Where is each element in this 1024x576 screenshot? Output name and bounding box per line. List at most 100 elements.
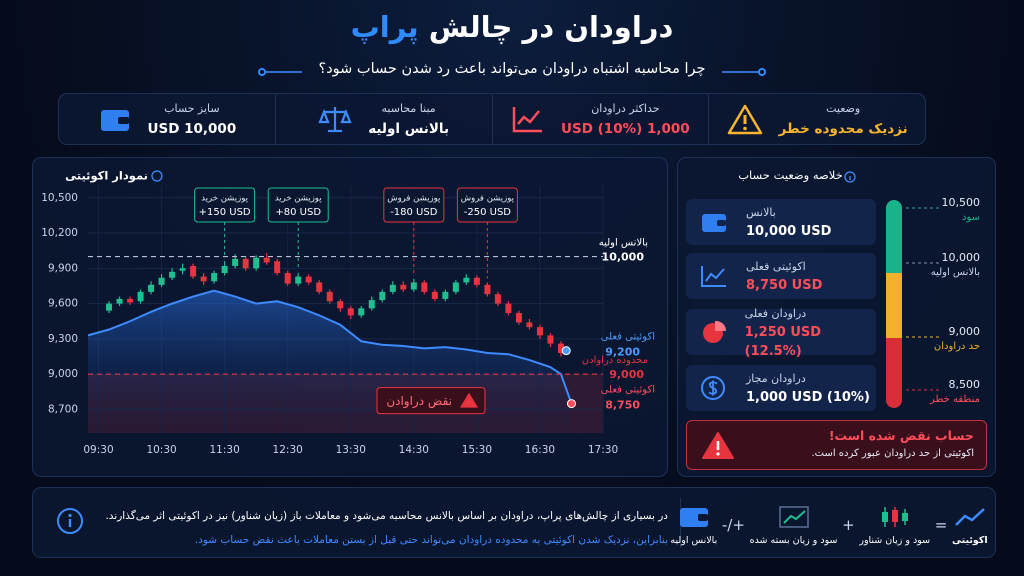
formula-item: سود و زیان شناور [859,505,930,546]
gauge-label: 10,500 سود [942,195,981,225]
x-tick-label: 17:30 [588,444,618,456]
info-icon [57,508,83,534]
icon [881,506,908,527]
icon-warning [727,104,762,135]
trade-label: پوزیشن خرید [275,194,322,204]
footer-panel [32,487,996,558]
marker-value: 8,750 [605,399,640,412]
candle-body [389,284,396,292]
stat-value: بالانس اولیه [368,121,450,137]
candle-body [190,265,197,277]
trade-value: -250 USD [464,207,512,218]
candle-body [263,257,270,263]
stat: حداکثر دراودان 1,000 USD (10%) [491,94,709,144]
y-tick-label: 9,600 [48,298,78,310]
gauge [886,200,942,408]
formula-operator: +/- [721,516,745,534]
candle-body [515,313,522,323]
icon-wallet [702,214,726,232]
trade-box [194,187,256,223]
trade-label: پوزیشن فروش [387,194,441,204]
candle-body [253,257,260,269]
gauge-label: 10,000 بالانس اولیه [931,250,980,280]
stat-value: 10,000 USD [147,121,237,137]
gauge-label: 8,500 منطقه خطر [930,377,980,407]
y-tick-label: 9,900 [48,262,78,274]
candle-body [431,291,438,299]
summary-card: دراودان فعلی 1,250 USD (12.5%) [686,307,876,359]
candle-body [473,277,480,285]
stat-value: 1,000 USD (10%) [561,121,690,137]
decor [722,68,766,76]
alert: حساب نقض شده است! اکوئیتی از حد دراودان ع… [686,420,987,470]
formula-label: بالانس اولیه [670,534,718,546]
stat: وضعیت نزدیک محدوده خطر [708,94,925,144]
x-tick-label: 14:30 [399,444,429,456]
trade-box [267,187,329,223]
gauge-label: 9,000 حد دراودان [934,324,980,354]
zone-label-box [376,387,486,415]
trade-box [456,187,518,223]
stat-label: مبنا محاسبه [381,102,436,115]
footer-text: در بسیاری از چالش‌های پراپ، دراودان بر ا… [100,504,668,552]
info-icon [844,171,856,183]
summary-card: اکوئیتی فعلی 8,750 USD [686,253,876,299]
icon [954,507,985,526]
formula-item: اکوئیتی [952,505,988,546]
candle-body [463,277,470,283]
y-tick-label: 10,500 [41,192,78,204]
candle-body [557,343,564,354]
card-value: 1,250 USD (12.5%) [744,324,822,359]
gauge-value: 10,000 [941,251,981,264]
icon-chart [512,107,543,133]
y-tick-label: 10,200 [41,227,78,239]
alert-title: حساب نقض شده است! [828,428,974,443]
x-tick-label: 16:30 [525,444,555,456]
x-tick-label: 12:30 [273,444,303,456]
trade-label: پوزیشن خرید [201,194,248,204]
icon-warning [702,432,734,459]
candle-body [158,277,165,285]
marker-label: اکوئیتی فعلی [601,332,655,343]
stat: سایز حساب 10,000 USD [59,94,275,144]
footer-line: بنابراین، نزدیک شدن اکوئیتی به محدوده در… [194,534,668,546]
card-value: 1,000 USD (10%) [746,390,870,405]
reference-label: بالانس اولیه [599,238,648,249]
gauge-text: سود [962,212,980,223]
candle-body [127,298,134,303]
formula-item: بالانس اولیه [670,505,717,546]
x-tick-label: 11:30 [209,444,239,456]
icon-wallet [100,110,129,131]
alert-text: اکوئیتی از حد دراودان عبور کرده است. [811,448,974,459]
candle-body [137,291,144,302]
y-tick-label: 9,000 [48,368,78,380]
candle-body [116,298,123,304]
candle-body [211,273,218,282]
stat-label: حداکثر دراودان [591,102,660,115]
candle-body [347,308,354,316]
candle-body [410,282,417,290]
marker [566,399,576,409]
x-tick-label: 09:30 [83,444,113,456]
card-value: 10,000 USD [746,224,832,239]
stat-value: نزدیک محدوده خطر [778,121,908,137]
info-icon [151,170,163,182]
candle-body [494,294,501,304]
candle-body [274,261,281,274]
candle-body [442,291,449,299]
candle-body [358,308,365,316]
gauge-value: 9,000 [948,325,981,338]
candle-body [200,276,207,282]
candle-body [221,265,228,274]
candle-body [179,268,186,271]
candle-body [284,273,291,284]
y-tick-label: 9,300 [48,333,78,345]
decor [258,68,302,76]
summary-card: دراودان مجاز 1,000 USD (10%) [686,365,876,411]
marker-label: اکوئیتی فعلی [601,385,655,396]
reference-value: 10,000 [602,251,645,264]
formula-label: سود و زیان بسته شده [749,534,838,546]
stats-bar: وضعیت نزدیک محدوده خطر حداکثر دراودان 1,00… [58,93,926,145]
